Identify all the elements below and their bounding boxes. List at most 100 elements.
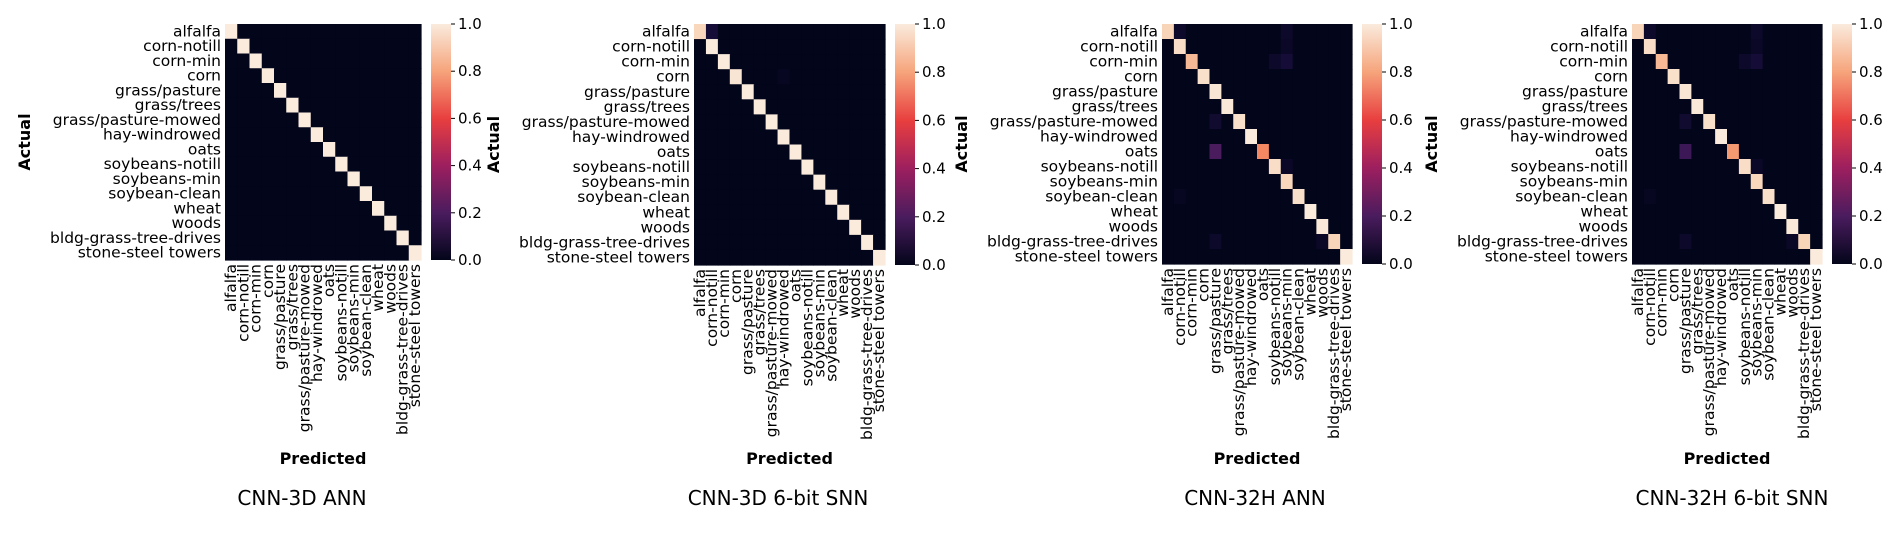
heatmap-cell: [274, 127, 287, 143]
heatmap-cell: [1786, 84, 1799, 100]
heatmap-cell: [1727, 54, 1740, 70]
y-tick-label: stone-steel towers: [547, 248, 690, 266]
heatmap-cell: [1209, 219, 1222, 235]
heatmap-cell: [1762, 189, 1776, 205]
heatmap-cell: [347, 24, 361, 40]
heatmap-cell: [1786, 24, 1799, 40]
heatmap-cell: [237, 171, 251, 187]
heatmap-cell: [825, 129, 838, 146]
y-tick-label: soybeans-notill: [1511, 158, 1628, 176]
colorbar-tick-label: 0.4: [922, 160, 946, 178]
heatmap-cell: [1162, 129, 1175, 145]
heatmap-cell: [1715, 249, 1728, 265]
heatmap-cell: [335, 38, 349, 55]
heatmap-cell: [225, 230, 238, 246]
heatmap-cell: [249, 156, 263, 173]
heatmap-cell: [1162, 189, 1175, 205]
heatmap-cell: [408, 24, 422, 40]
heatmap-cell: [1774, 189, 1787, 205]
heatmap-cell: [335, 171, 349, 187]
heatmap-cell: [1679, 234, 1692, 250]
heatmap-cell: [1304, 204, 1317, 220]
x-tick-label: alfalfa: [222, 264, 240, 312]
heatmap-cell: [873, 84, 886, 100]
heatmap-cell: [335, 142, 349, 158]
heatmap-cell: [384, 171, 398, 187]
heatmap-cell: [323, 127, 336, 143]
heatmap-cell: [1786, 174, 1799, 190]
heatmap-cell: [298, 156, 312, 173]
heatmap-cell: [717, 54, 731, 70]
heatmap-cell: [705, 84, 719, 100]
heatmap-cell: [359, 186, 373, 202]
heatmap-cell: [1328, 114, 1341, 130]
heatmap-cell: [813, 249, 826, 266]
heatmap-cell: [1257, 189, 1270, 205]
heatmap-cell: [1328, 99, 1341, 115]
y-tick-label: corn-min: [1559, 53, 1628, 71]
heatmap-cell: [1316, 204, 1329, 220]
heatmap-cell: [1328, 84, 1341, 100]
y-tick-label: corn: [1594, 68, 1628, 86]
colorbar-tick-label: 0.0: [1859, 255, 1883, 273]
heatmap-cell: [861, 204, 874, 221]
heatmap-cell: [237, 230, 251, 246]
heatmap-cell: [861, 144, 874, 161]
heatmap-cell: [249, 53, 263, 69]
heatmap-cell: [396, 186, 410, 202]
heatmap-cell: [1173, 219, 1187, 235]
heatmap-cell: [837, 159, 850, 176]
heatmap-cell: [789, 159, 803, 176]
heatmap-cell: [1786, 204, 1799, 220]
heatmap-cell: [1762, 99, 1776, 115]
heatmap-cell: [1173, 234, 1187, 250]
heatmap-cell: [789, 174, 803, 191]
heatmap-cell: [825, 69, 838, 85]
heatmap-cell: [237, 53, 251, 69]
heatmap-cell: [1715, 69, 1728, 85]
heatmap-cell: [1727, 39, 1740, 55]
heatmap-cell: [286, 186, 300, 202]
heatmap-cell: [1727, 249, 1740, 265]
heatmap-cell: [1715, 114, 1728, 130]
heatmap-cell: [849, 69, 862, 85]
heatmap-cell: [1257, 159, 1270, 175]
heatmap-cell: [1245, 54, 1258, 70]
heatmap-cell: [237, 97, 251, 114]
heatmap-cell: [323, 53, 336, 69]
heatmap-cell: [261, 97, 275, 114]
heatmap-cell: [1245, 84, 1258, 100]
heatmap-cell: [1292, 159, 1306, 175]
heatmap-cell: [372, 215, 385, 232]
heatmap-cell: [1328, 219, 1341, 235]
colorbar-tick-label: 0.0: [922, 256, 946, 274]
heatmap-cell: [1750, 174, 1764, 190]
heatmap-cell: [396, 245, 410, 261]
heatmap-cell: [1209, 114, 1222, 130]
x-tick-label: soybeans-min: [345, 264, 363, 372]
heatmap-cell: [873, 129, 886, 146]
heatmap-cell: [1655, 99, 1669, 115]
heatmap-cell: [1304, 159, 1317, 175]
heatmap-cell: [249, 201, 263, 217]
heatmap-cell: [335, 24, 349, 40]
heatmap-cell: [408, 215, 422, 232]
heatmap-cell: [1762, 39, 1776, 55]
heatmap-cell: [347, 112, 361, 128]
heatmap-cell: [1221, 234, 1234, 250]
heatmap-cell: [1280, 219, 1294, 235]
y-tick-label: wheat: [1580, 203, 1628, 221]
heatmap-cell: [225, 186, 238, 202]
heatmap-cell: [1798, 234, 1811, 250]
heatmap-cell: [286, 127, 300, 143]
heatmap-cell: [777, 99, 791, 115]
heatmap-cell: [1268, 144, 1282, 160]
colorbar: [431, 24, 451, 260]
heatmap-cell: [298, 38, 312, 55]
heatmap-cell: [1209, 54, 1222, 70]
heatmap-panel-2: alfalfacorn-notillcorn-mincorngrass/past…: [484, 15, 946, 510]
heatmap-cell: [1257, 204, 1270, 220]
heatmap-cell: [837, 129, 850, 146]
heatmap-cell: [1798, 129, 1811, 145]
heatmap-cell: [1786, 159, 1799, 175]
